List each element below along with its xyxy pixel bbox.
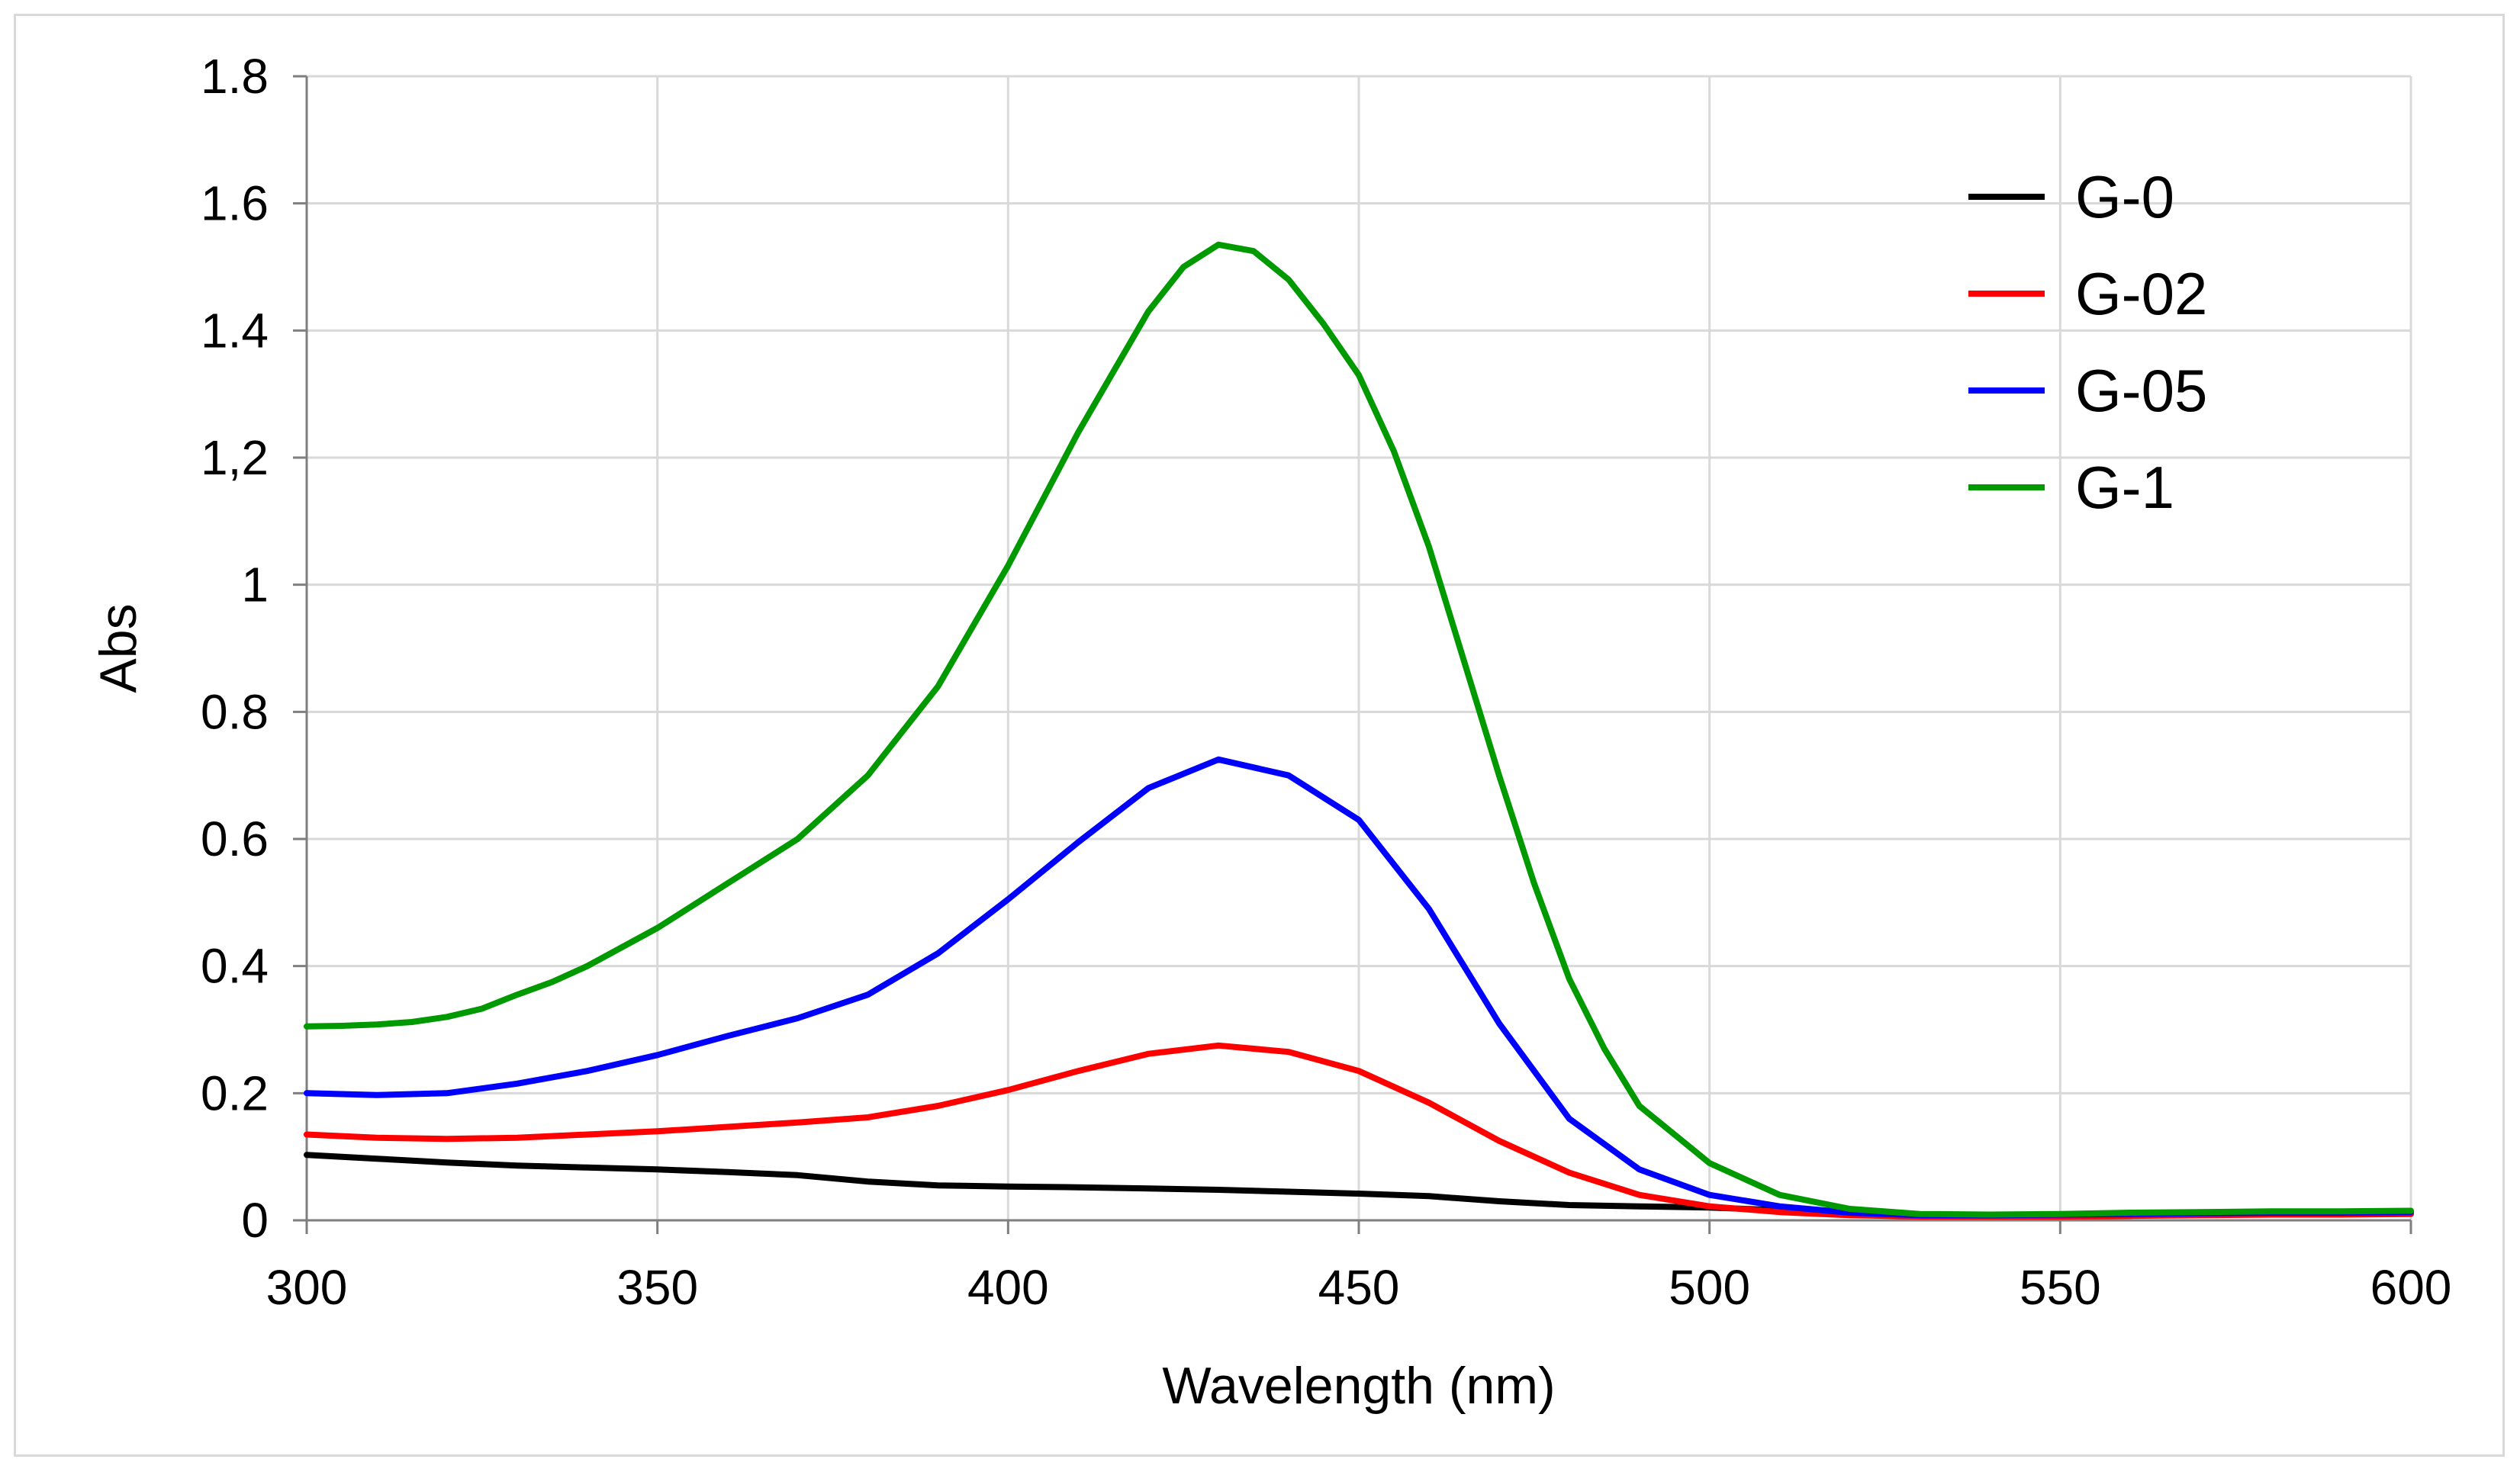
legend-label-g-05: G-05 bbox=[2075, 357, 2207, 424]
legend-label-g-1: G-1 bbox=[2075, 454, 2174, 521]
x-tick-label: 400 bbox=[967, 1260, 1049, 1315]
y-tick-label: 1.8 bbox=[201, 49, 269, 104]
legend-label-g-0: G-0 bbox=[2075, 163, 2174, 230]
y-tick-label: 1 bbox=[241, 558, 269, 612]
y-tick-label: 0.2 bbox=[201, 1065, 269, 1120]
x-tick-label: 500 bbox=[1669, 1260, 1750, 1315]
y-tick-label: 0.6 bbox=[201, 812, 269, 866]
x-tick-label: 300 bbox=[266, 1260, 348, 1315]
y-tick-label: 0 bbox=[241, 1193, 269, 1248]
legend-label-g-02: G-02 bbox=[2075, 260, 2207, 327]
y-tick-label: 0.8 bbox=[201, 684, 269, 739]
x-tick-label: 600 bbox=[2370, 1260, 2452, 1315]
x-axis-title: Wavelength (nm) bbox=[1162, 1357, 1555, 1415]
y-axis-title: Abs bbox=[89, 603, 147, 693]
y-tick-label: 1.4 bbox=[201, 303, 269, 358]
x-tick-label: 450 bbox=[1318, 1260, 1400, 1315]
x-tick-label: 550 bbox=[2020, 1260, 2101, 1315]
series-line-g-1 bbox=[304, 241, 2414, 1218]
y-tick-label: 0.4 bbox=[201, 939, 269, 994]
y-tick-label: 1,2 bbox=[201, 430, 269, 485]
x-tick-label: 350 bbox=[616, 1260, 698, 1315]
y-tick-label: 1.6 bbox=[201, 176, 269, 231]
